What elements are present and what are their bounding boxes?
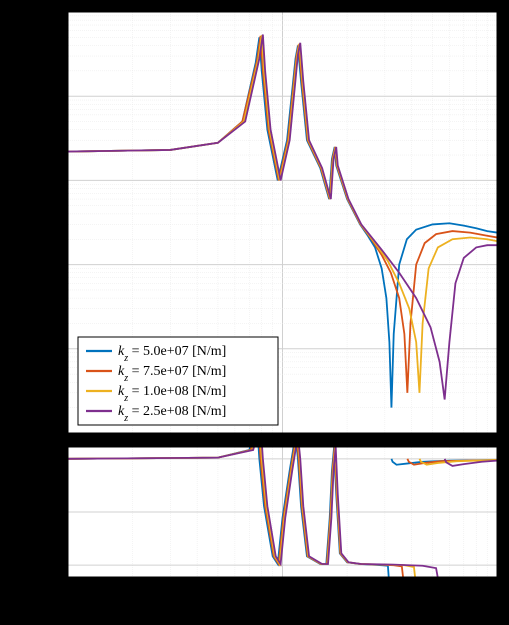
- phase-ylabel: Phase [deg]: [7, 484, 21, 540]
- xtick: 101: [60, 582, 77, 598]
- phase-ytick: -90: [44, 505, 60, 519]
- xtick: 103: [489, 582, 506, 598]
- xtick: 102: [274, 582, 291, 598]
- bode-svg: 10-10 10-9 10-8 10-7 10-6 10-5 Magnitude [m/N]…: [0, 0, 509, 625]
- mag-ytick: 10-5: [41, 3, 61, 19]
- mag-ytick: 10-9: [41, 340, 61, 356]
- xlabel: Frequency [Hz]: [245, 604, 321, 618]
- mag-ytick: 10-10: [36, 424, 60, 440]
- mag-ytick: 10-7: [41, 171, 61, 187]
- bode-plot-figure: 10-10 10-9 10-8 10-7 10-6 10-5 Magnitude [m/N]…: [0, 0, 509, 625]
- legend: kz = 5.0e+07 [N/m]kz = 7.5e+07 [N/m]kz =…: [78, 337, 278, 425]
- mag-ytick: 10-8: [41, 256, 61, 272]
- mag-ytick: 10-6: [41, 87, 61, 103]
- phase-ytick: 0: [54, 452, 60, 466]
- phase-ytick: -180: [38, 558, 60, 572]
- magnitude-ylabel: Magnitude [m/N]: [7, 180, 21, 264]
